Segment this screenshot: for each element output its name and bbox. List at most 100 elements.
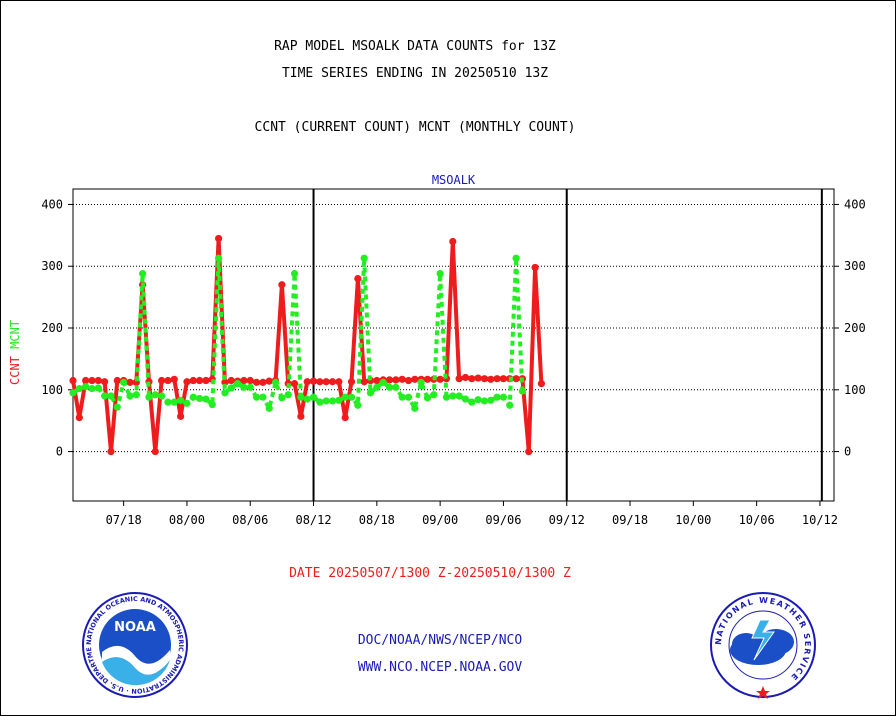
data-point-ccnt [480, 375, 489, 383]
y-tick-label-right: 100 [844, 383, 866, 397]
data-point-ccnt [170, 375, 178, 383]
data-point-mcnt [196, 394, 204, 403]
data-point-mcnt [189, 393, 197, 401]
chart-title-line1: RAP MODEL MSOALK DATA COUNTS for 13Z [274, 39, 556, 54]
data-point-mcnt [69, 389, 77, 397]
y-tick-label-right: 300 [844, 259, 866, 273]
x-tick-label: 10/00 [675, 513, 711, 527]
data-point-mcnt [335, 396, 343, 404]
data-point-ccnt [214, 234, 223, 243]
data-point-ccnt [341, 413, 349, 422]
data-point-ccnt [240, 376, 248, 385]
data-point-ccnt [487, 375, 495, 383]
data-point-mcnt [512, 254, 520, 262]
series-line-mcnt [71, 256, 525, 411]
data-point-mcnt [506, 401, 514, 409]
data-point-ccnt [246, 376, 254, 385]
org-label: DOC/NOAA/NWS/NCEP/NCO [357, 633, 523, 648]
y-tick-label-left: 0 [56, 445, 63, 459]
data-point-ccnt [164, 376, 172, 385]
data-point-mcnt [177, 396, 185, 404]
data-point-ccnt [69, 376, 77, 385]
data-point-mcnt [404, 393, 413, 401]
data-point-mcnt [94, 384, 102, 392]
data-point-mcnt [493, 393, 501, 401]
x-tick-label: 08/18 [359, 513, 395, 527]
data-point-ccnt [537, 380, 546, 388]
data-point-ccnt [525, 447, 533, 456]
data-point-mcnt [411, 404, 419, 412]
data-point-mcnt [208, 401, 216, 409]
data-point-mcnt [126, 392, 134, 400]
data-point-mcnt [139, 270, 147, 278]
data-point-ccnt [82, 376, 90, 385]
data-point-mcnt [379, 378, 387, 386]
data-point-mcnt [113, 403, 121, 411]
data-point-ccnt [499, 375, 508, 383]
data-point-mcnt [290, 270, 299, 278]
data-point-ccnt [126, 378, 134, 386]
data-point-ccnt [423, 375, 432, 383]
data-point-ccnt [94, 376, 102, 385]
data-point-mcnt [316, 398, 324, 406]
data-point-ccnt [158, 376, 166, 385]
data-point-ccnt [227, 376, 235, 385]
x-tick-label: 07/18 [106, 513, 142, 527]
data-point-mcnt [518, 387, 527, 395]
data-point-mcnt [170, 398, 178, 406]
data-point-ccnt [398, 375, 406, 383]
data-point-mcnt [246, 383, 254, 391]
date-range-label: DATE 20250507/1300 Z-20250510/1300 Z [289, 566, 571, 581]
y-tick-label-left: 300 [41, 259, 63, 273]
data-point-mcnt [398, 393, 406, 401]
x-tick-label: 09/06 [485, 513, 521, 527]
data-point-mcnt [455, 392, 463, 400]
data-point-mcnt [468, 398, 476, 406]
data-point-mcnt [341, 393, 349, 401]
data-point-ccnt [177, 412, 185, 420]
data-point-mcnt [347, 393, 356, 401]
data-point-mcnt [202, 395, 210, 403]
data-point-ccnt [259, 378, 267, 386]
data-point-mcnt [461, 395, 470, 403]
data-point-mcnt [271, 378, 280, 386]
chart-title-line2: TIME SERIES ENDING IN 20250510 13Z [281, 66, 549, 81]
x-tick-label: 08/06 [232, 513, 268, 527]
data-point-mcnt [297, 393, 305, 401]
data-point-mcnt [132, 391, 140, 399]
data-point-mcnt [214, 254, 223, 262]
data-point-ccnt [202, 376, 210, 385]
data-point-ccnt [113, 376, 121, 385]
panel-title: MSOALK [432, 173, 476, 187]
data-point-mcnt [252, 393, 261, 401]
data-point-ccnt [373, 376, 381, 385]
noaa-logo-text: NOAA [114, 620, 156, 635]
data-point-mcnt [442, 393, 451, 401]
y-tick-label-left: 200 [41, 321, 63, 335]
y-tick-label-left: 100 [41, 383, 63, 397]
y-tick-label-right: 0 [844, 445, 851, 459]
data-point-ccnt [196, 376, 204, 385]
plot-area [72, 188, 835, 502]
data-point-ccnt [151, 447, 159, 456]
data-point-ccnt [404, 376, 413, 385]
noaa-logo: NATIONAL OCEANIC AND ATMOSPHERIC ADMINIS… [80, 590, 188, 698]
data-point-ccnt [455, 375, 463, 383]
data-point-mcnt [158, 392, 166, 400]
url-label: WWW.NCO.NCEP.NOAA.GOV [357, 660, 523, 675]
y-axis-label: CCNT MCNT [8, 320, 22, 385]
data-point-ccnt [316, 378, 324, 386]
data-point-ccnt [531, 263, 539, 272]
data-point-ccnt [101, 378, 109, 386]
data-point-mcnt [322, 397, 330, 405]
data-point-mcnt [430, 391, 438, 399]
data-point-mcnt [120, 378, 128, 386]
data-point-ccnt [278, 281, 286, 289]
data-point-ccnt [461, 373, 470, 382]
data-point-ccnt [411, 375, 419, 383]
data-point-mcnt [183, 399, 191, 407]
y-axis-label-mcnt: MCNT [8, 320, 22, 356]
data-point-mcnt [366, 389, 375, 397]
x-tick-label: 08/12 [295, 513, 331, 527]
